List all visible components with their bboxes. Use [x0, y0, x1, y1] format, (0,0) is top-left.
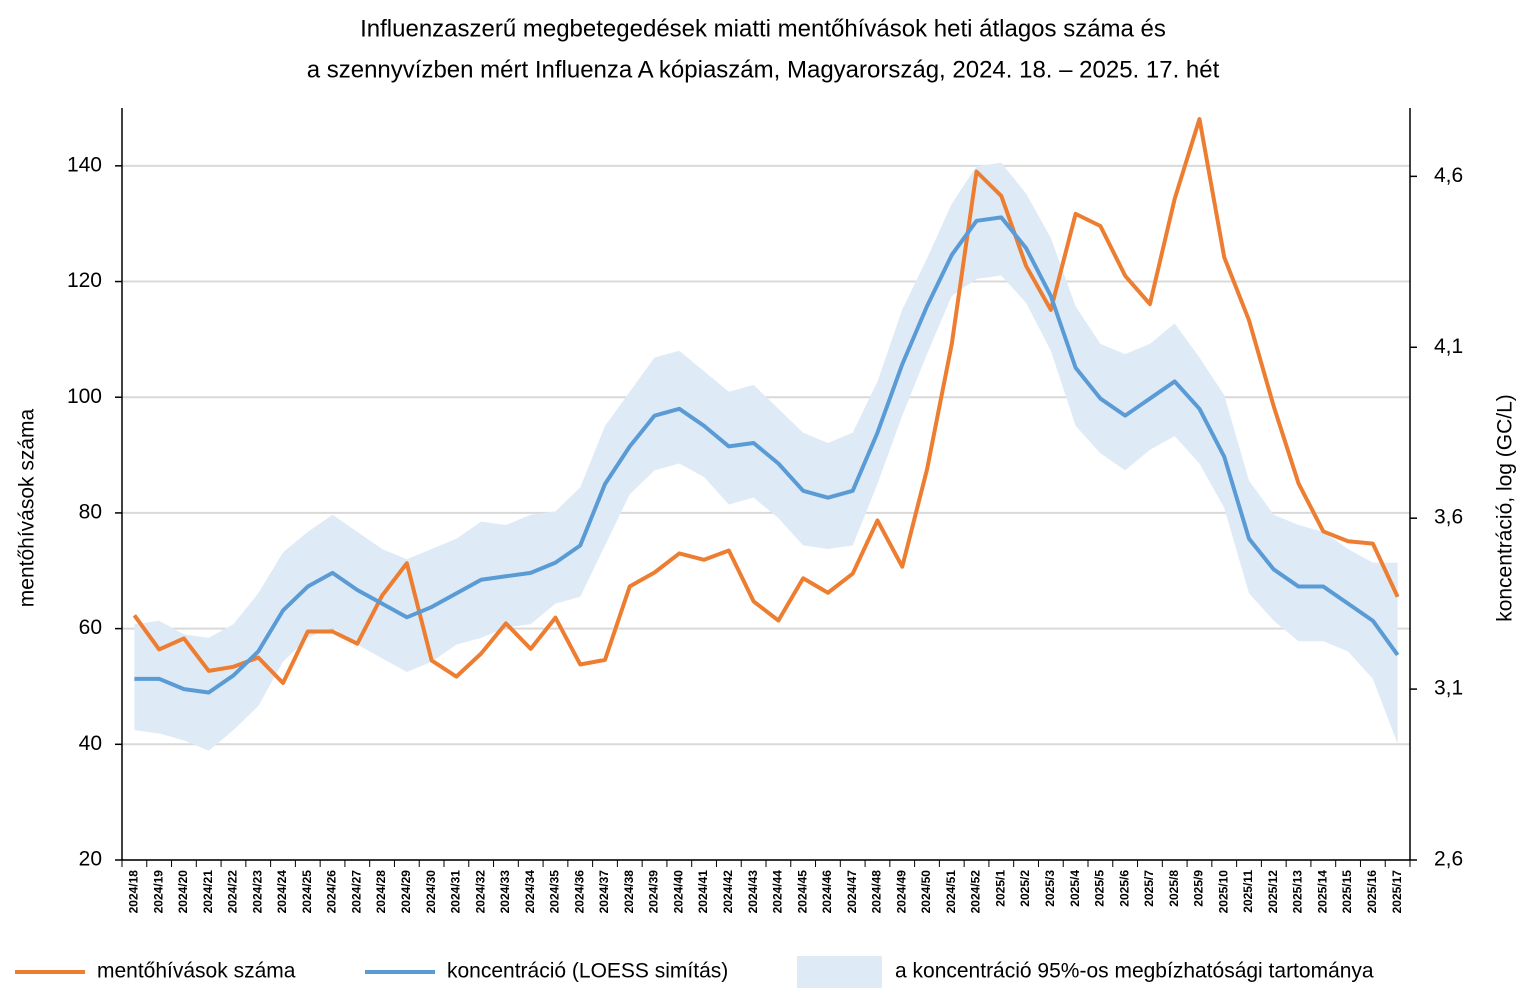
y2-tick-label: 2,6 [1434, 848, 1463, 871]
x-tick-label: 2024/38 [622, 870, 636, 914]
y2-tick-label: 3,6 [1434, 506, 1463, 529]
y-tick-label: 20 [79, 848, 102, 871]
x-tick-label: 2024/26 [325, 870, 339, 914]
x-tick-label: 2025/5 [1093, 870, 1107, 907]
x-tick-label: 2025/8 [1167, 870, 1181, 907]
x-tick-label: 2024/47 [845, 870, 859, 914]
x-tick-label: 2025/9 [1192, 870, 1206, 907]
x-tick-label: 2024/44 [771, 870, 785, 914]
x-tick-label: 2025/15 [1340, 870, 1354, 914]
x-tick-label: 2024/28 [374, 870, 388, 914]
x-tick-label: 2024/43 [746, 870, 760, 914]
x-tick-label: 2024/20 [176, 870, 190, 914]
x-tick-label: 2024/39 [647, 870, 661, 914]
x-tick-label: 2025/2 [1018, 870, 1032, 907]
x-tick-label: 2024/31 [449, 870, 463, 914]
x-tick-label: 2024/34 [523, 870, 537, 914]
x-tick-label: 2024/48 [870, 870, 884, 914]
x-tick-label: 2024/49 [894, 870, 908, 914]
x-tick-label: 2025/7 [1142, 870, 1156, 907]
x-tick-label: 2024/30 [424, 870, 438, 914]
y2-tick-label: 3,1 [1434, 677, 1463, 700]
x-tick-label: 2025/4 [1068, 870, 1082, 907]
x-tick-label: 2024/46 [820, 870, 834, 914]
legend-swatch [797, 956, 882, 988]
x-tick-label: 2025/6 [1117, 870, 1131, 907]
x-tick-label: 2024/40 [671, 870, 685, 914]
x-tick-label: 2024/51 [944, 870, 958, 914]
y-axis-label: mentőhívások száma [16, 408, 39, 607]
x-tick-label: 2024/45 [795, 870, 809, 914]
x-tick-label: 2024/50 [919, 870, 933, 914]
x-tick-label: 2024/18 [127, 870, 141, 914]
x-tick-label: 2024/25 [300, 870, 314, 914]
chart-title: a szennyvízben mért Influenza A kópiaszá… [307, 56, 1220, 83]
y2-tick-label: 4,1 [1434, 335, 1463, 358]
x-tick-label: 2024/21 [201, 870, 215, 914]
x-tick-label: 2024/37 [597, 870, 611, 914]
x-tick-label: 2024/29 [399, 870, 413, 914]
x-tick-label: 2024/41 [696, 870, 710, 914]
y-tick-label: 80 [79, 500, 102, 523]
series-line [132, 116, 1400, 685]
x-tick-label: 2025/16 [1365, 870, 1379, 914]
y-tick-label: 40 [79, 732, 102, 755]
x-tick-label: 2024/35 [548, 870, 562, 914]
legend-label: koncentráció (LOESS simítás) [447, 960, 728, 983]
chart-title: Influenzaszerű megbetegedések miatti men… [360, 15, 1166, 42]
y2-tick-label: 4,6 [1434, 164, 1463, 187]
x-tick-label: 2024/32 [473, 870, 487, 914]
x-tick-label: 2024/33 [498, 870, 512, 914]
x-tick-label: 2025/3 [1043, 870, 1057, 907]
y-tick-label: 60 [79, 616, 102, 639]
x-tick-label: 2025/14 [1315, 870, 1329, 914]
x-tick-label: 2025/1 [993, 870, 1007, 907]
y2-axis-label: koncentráció, log (GC/L) [1494, 394, 1517, 622]
x-tick-label: 2025/11 [1241, 870, 1255, 913]
y-tick-label: 100 [67, 385, 102, 408]
x-tick-label: 2024/52 [969, 870, 983, 914]
x-tick-label: 2024/22 [226, 870, 240, 914]
x-tick-label: 2024/23 [250, 870, 264, 914]
x-tick-label: 2025/12 [1266, 870, 1280, 914]
series-line [134, 215, 1400, 695]
x-tick-label: 2025/10 [1216, 870, 1230, 914]
legend-label: a koncentráció 95%-os megbízhatósági tar… [895, 960, 1374, 983]
x-tick-label: 2025/13 [1291, 870, 1305, 914]
x-tick-label: 2024/19 [151, 870, 165, 914]
x-tick-label: 2024/27 [349, 870, 363, 914]
y-tick-label: 120 [67, 269, 102, 292]
y-tick-label: 140 [67, 153, 102, 176]
x-tick-label: 2024/36 [572, 870, 586, 914]
x-tick-label: 2025/17 [1390, 870, 1404, 914]
legend-label: mentőhívások száma [97, 960, 296, 983]
x-tick-label: 2024/24 [275, 870, 289, 914]
confidence-band [134, 162, 1398, 751]
x-tick-label: 2024/42 [721, 870, 735, 914]
